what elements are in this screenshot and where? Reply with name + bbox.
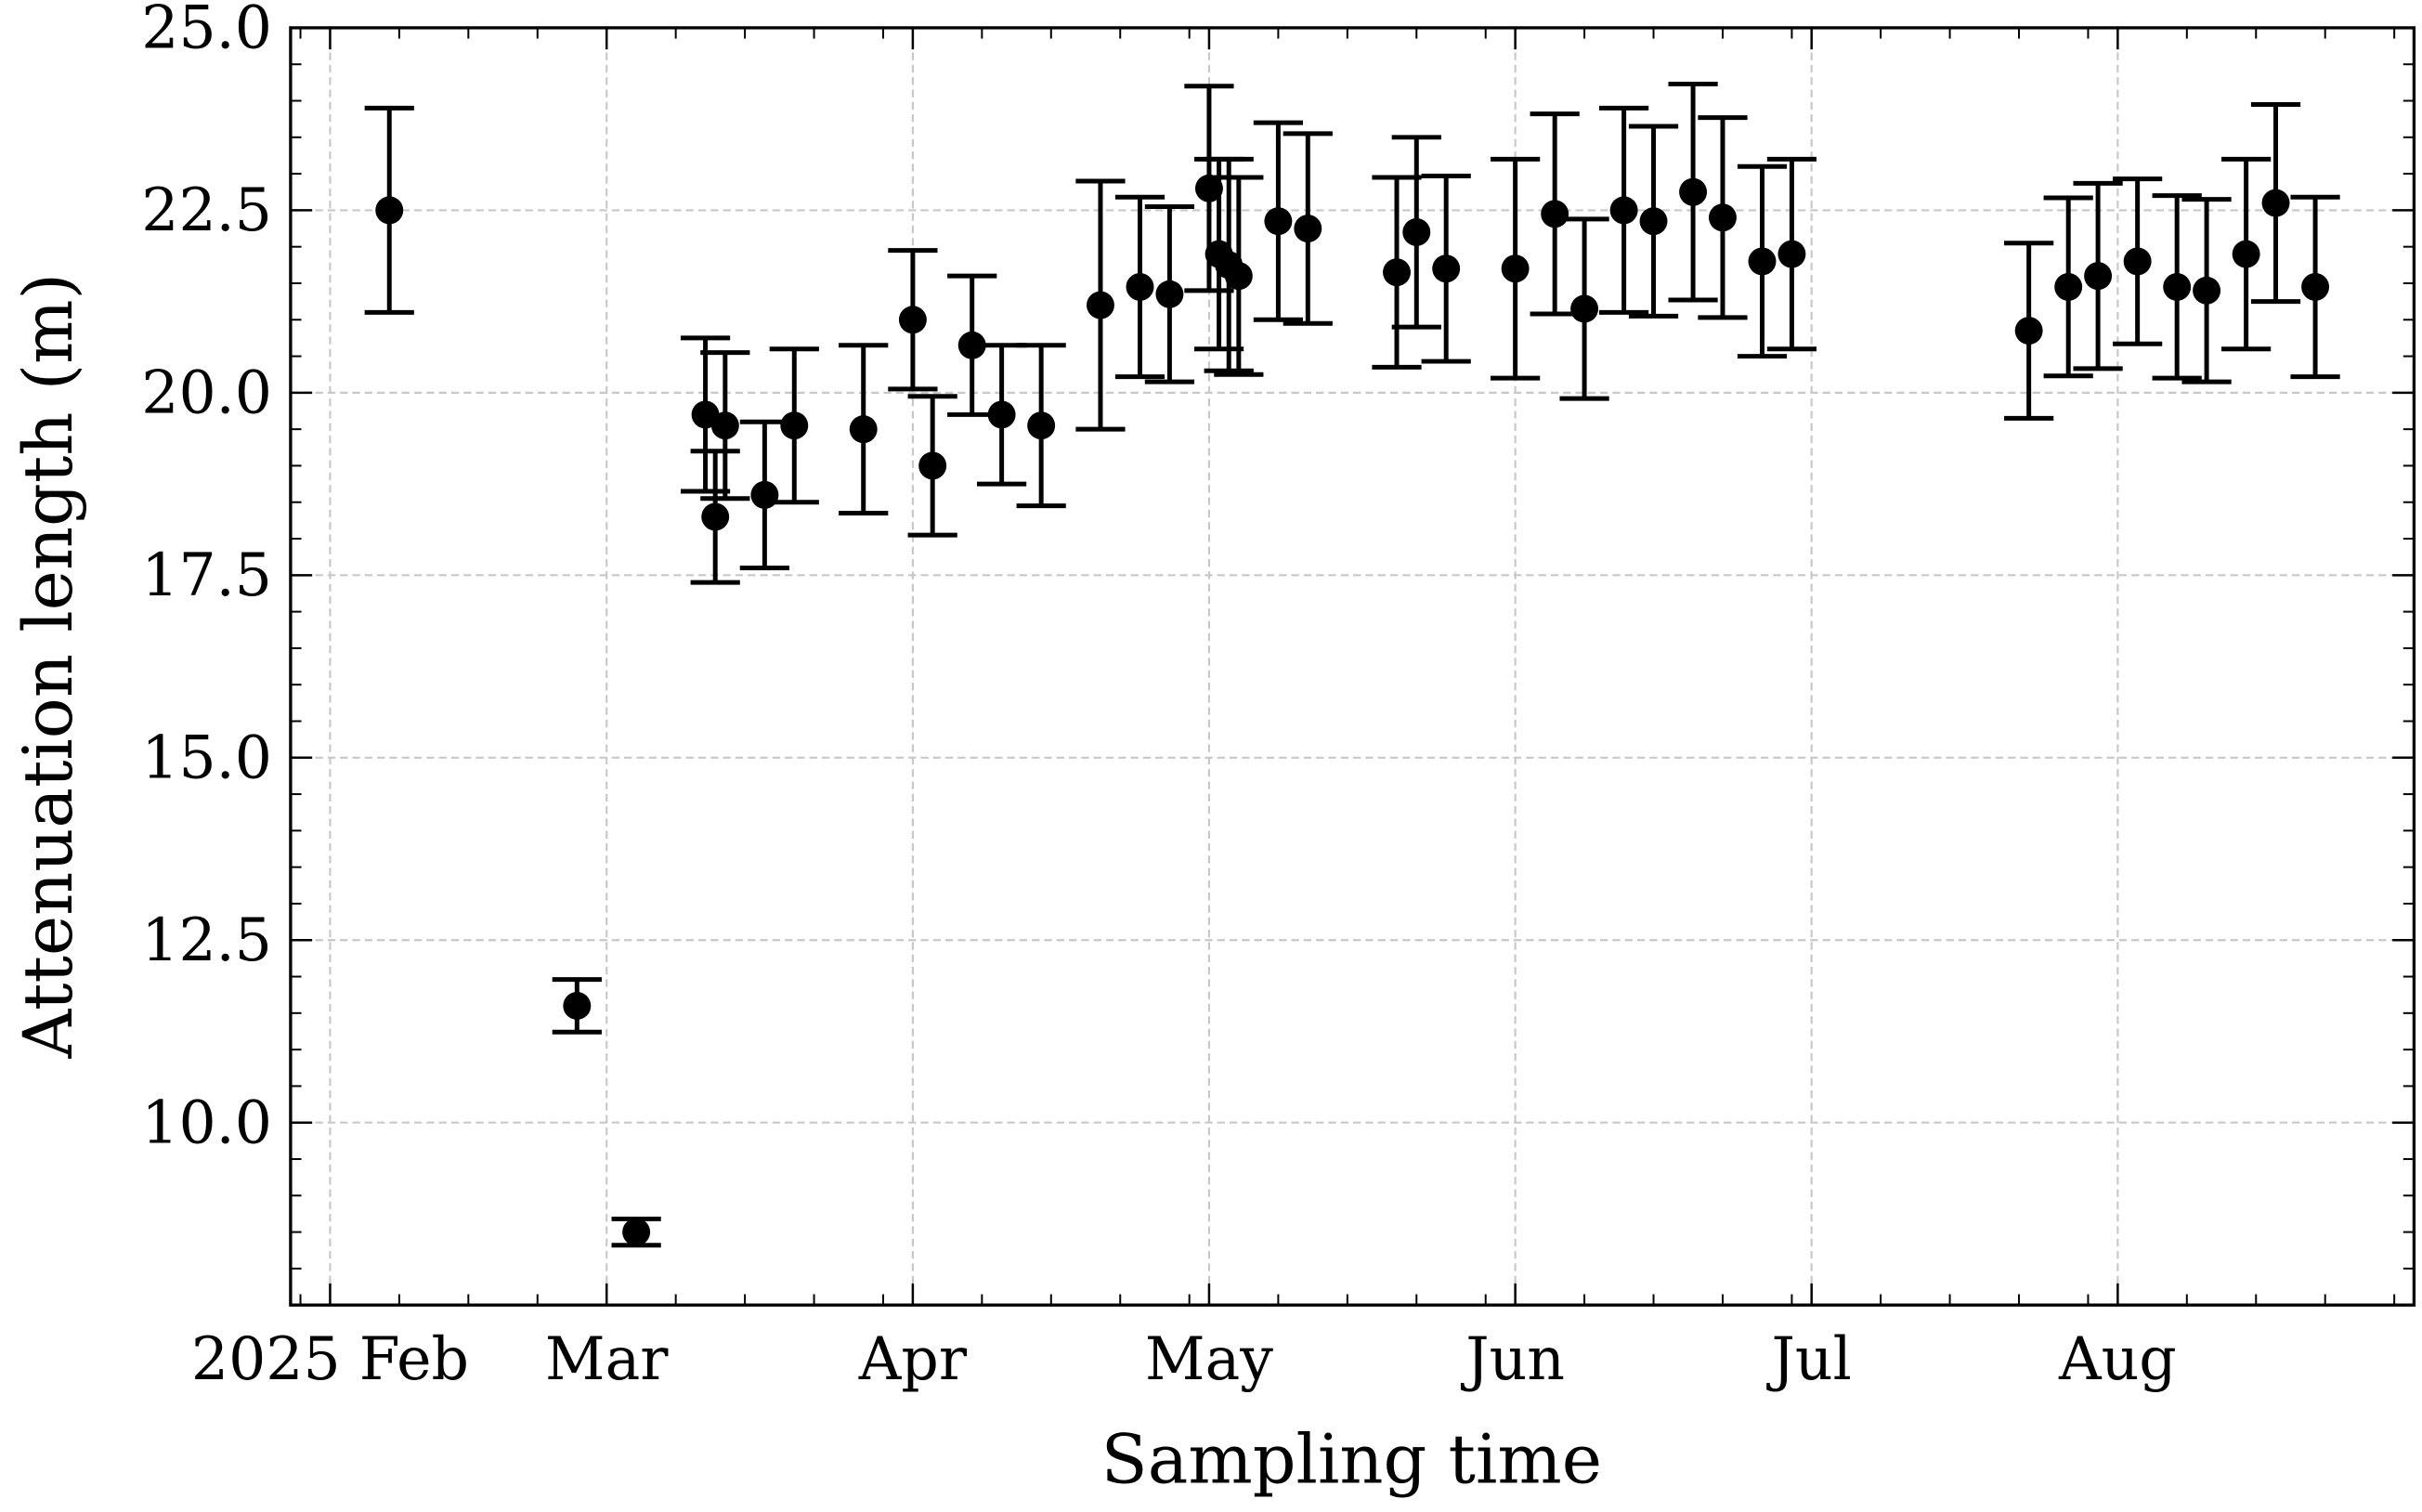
data-point	[1709, 203, 1737, 232]
data-point	[2193, 276, 2221, 305]
data-point	[1639, 207, 1668, 236]
data-point	[987, 400, 1016, 429]
data-point	[1777, 240, 1806, 268]
y-axis-title: Attenuation length (m)	[9, 273, 88, 1060]
x-tick-label: Jun	[1460, 1324, 1565, 1393]
y-tick-label: 12.5	[141, 906, 272, 974]
data-point	[2301, 272, 2330, 301]
data-point	[2261, 189, 2290, 217]
x-tick-label: Jul	[1766, 1324, 1852, 1393]
plot-frame	[289, 26, 2416, 1307]
data-point	[1501, 254, 1530, 283]
data-point	[1679, 177, 1708, 206]
data-point	[918, 451, 947, 480]
data-point	[1224, 262, 1253, 291]
y-tick-label: 22.5	[141, 176, 272, 244]
data-point	[1126, 272, 1154, 301]
data-point	[1086, 291, 1114, 319]
data-point	[710, 411, 739, 440]
data-point	[898, 306, 927, 334]
data-point	[1264, 207, 1293, 236]
data-point	[1570, 294, 1599, 323]
x-tick-label: May	[1145, 1324, 1273, 1393]
data-point	[2014, 317, 2043, 345]
x-tick-label: 2025 Feb	[191, 1324, 469, 1393]
tick-labels: 2025 Feb Mar Apr May Jun Jul Aug 10.0 12.5 15.0 17…	[141, 0, 2177, 1393]
data-point	[849, 415, 878, 444]
data-point	[1294, 215, 1322, 243]
data-point	[1432, 254, 1461, 283]
grid	[290, 26, 2415, 1306]
data-point	[957, 331, 986, 359]
data-point	[1194, 174, 1223, 202]
data-point	[2084, 262, 2113, 291]
y-tick-label: 10.0	[141, 1088, 272, 1156]
data-point	[563, 992, 592, 1020]
data-point	[1383, 258, 1411, 287]
data-point	[1027, 411, 1056, 440]
data-point	[2054, 272, 2083, 301]
data-point	[750, 480, 779, 509]
x-tick-label: Apr	[858, 1324, 968, 1393]
y-tick-label: 17.5	[141, 541, 272, 609]
x-axis-title: Sampling time	[1101, 1420, 1602, 1499]
data-point	[1609, 196, 1638, 225]
data-point	[2232, 240, 2260, 268]
data-point	[1748, 247, 1777, 276]
data-point	[1155, 280, 1184, 308]
data-point	[1541, 200, 1569, 228]
data-point	[375, 196, 404, 225]
data-point	[2163, 272, 2192, 301]
y-tick-label: 25.0	[141, 0, 272, 62]
data-point	[1402, 218, 1431, 246]
data-point	[622, 1218, 651, 1246]
data-marks	[364, 81, 2340, 1248]
data-point	[780, 411, 809, 440]
y-tick-label: 20.0	[141, 358, 272, 426]
y-tick-label: 15.0	[141, 723, 272, 791]
x-tick-label: Aug	[2058, 1324, 2177, 1393]
axis-ticks	[290, 26, 2415, 1306]
data-point	[2123, 247, 2152, 276]
x-tick-label: Mar	[545, 1324, 669, 1393]
data-point	[701, 502, 730, 531]
